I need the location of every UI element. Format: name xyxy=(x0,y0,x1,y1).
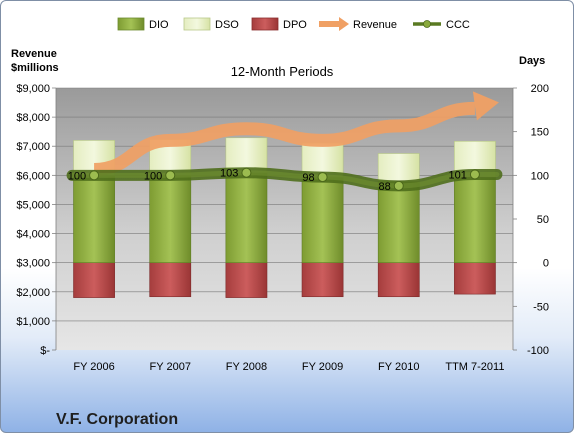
x-axis-labels: FY 2006 FY 2007 FY 2008 FY 2009 FY 2010 TTM 7… xyxy=(73,361,504,373)
left-tick-label: $8,000 xyxy=(16,112,50,124)
right-tick-label: 100 xyxy=(531,170,549,182)
dpo-bar xyxy=(377,262,420,298)
ccc-marker xyxy=(241,167,252,178)
dio-bar xyxy=(149,175,192,263)
dpo-bar xyxy=(225,262,268,298)
left-axis-title-line2: $millions xyxy=(11,62,59,74)
dpo-bar xyxy=(454,262,496,295)
left-tick-label: $3,000 xyxy=(16,258,50,270)
left-tick-label: $4,000 xyxy=(16,229,50,241)
revenue-arrowhead xyxy=(472,91,499,121)
x-axis-label: FY 2008 xyxy=(226,361,267,373)
right-tick-label: 0 xyxy=(543,258,549,270)
left-tick-label: $7,000 xyxy=(16,141,50,153)
dio-bar xyxy=(454,176,496,263)
legend-label-dio: DIO xyxy=(149,19,169,31)
dio-bar xyxy=(301,176,344,263)
right-axis-ticks: -100 -50 0 50 100 150 200 xyxy=(512,83,549,357)
revenue-series xyxy=(93,91,499,177)
x-axis-label: FY 2009 xyxy=(302,361,343,373)
x-axis-label: FY 2010 xyxy=(378,361,419,373)
legend-label-ccc: CCC xyxy=(446,19,470,31)
dpo-bar xyxy=(73,262,115,298)
legend: DIO DSO DPO Revenue CCC xyxy=(117,17,470,31)
dso-bar xyxy=(225,137,268,174)
legend-swatch-dio xyxy=(117,17,145,31)
right-tick-label: 200 xyxy=(531,83,549,95)
dio-bar xyxy=(225,172,268,263)
ccc-marker xyxy=(317,172,328,183)
left-tick-label: $1,000 xyxy=(16,316,50,328)
left-tick-label: $- xyxy=(40,345,50,357)
ccc-line-highlight xyxy=(69,170,500,189)
legend-swatch-revenue xyxy=(319,17,349,31)
ccc-marker xyxy=(165,170,176,181)
dio-bars xyxy=(73,172,496,263)
dio-bar xyxy=(377,181,420,263)
dso-bar xyxy=(377,153,420,182)
chart-title: 12-Month Periods xyxy=(231,64,334,79)
ccc-data-label: 88 xyxy=(379,181,391,193)
dpo-bars xyxy=(73,262,496,298)
legend-label-revenue: Revenue xyxy=(353,19,397,31)
x-axis-label: TTM 7-2011 xyxy=(445,361,504,373)
right-tick-label: -50 xyxy=(533,301,549,313)
company-name: V.F. Corporation xyxy=(56,411,178,428)
legend-swatch-ccc-marker xyxy=(423,20,431,28)
ccc-data-label: 101 xyxy=(449,169,467,181)
plot-area xyxy=(56,88,513,350)
right-tick-label: 150 xyxy=(531,127,549,139)
legend-label-dpo: DPO xyxy=(283,19,307,31)
x-axis-label: FY 2006 xyxy=(73,361,114,373)
ccc-marker xyxy=(469,169,480,180)
left-tick-label: $5,000 xyxy=(16,199,50,211)
ccc-data-label: 100 xyxy=(144,170,162,182)
right-tick-label: -100 xyxy=(527,345,549,357)
x-axis-label: FY 2007 xyxy=(150,361,191,373)
ccc-data-label: 98 xyxy=(302,172,314,184)
left-tick-label: $6,000 xyxy=(16,170,50,182)
ccc-data-labels: 100 100 103 98 88 101 xyxy=(68,168,467,193)
legend-swatch-dso xyxy=(183,17,211,31)
ccc-series xyxy=(66,167,503,192)
left-tick-label: $9,000 xyxy=(16,83,50,95)
legend-label-dso: DSO xyxy=(215,19,239,31)
revenue-line xyxy=(93,101,476,177)
dio-bar xyxy=(73,175,115,263)
right-axis-title: Days xyxy=(519,55,545,67)
legend-swatch-dpo xyxy=(251,17,279,31)
ccc-marker xyxy=(393,180,404,191)
ccc-marker xyxy=(89,170,100,181)
left-tick-label: $2,000 xyxy=(16,287,50,299)
dpo-bar xyxy=(149,262,192,298)
ccc-data-label: 100 xyxy=(68,170,86,182)
left-axis-ticks: $- $1,000 $2,000 $3,000 $4,000 $5,000 $6,000 $7… xyxy=(16,83,57,357)
left-axis-title-line1: Revenue xyxy=(11,48,57,60)
right-tick-label: 50 xyxy=(537,214,549,226)
ccc-data-label: 103 xyxy=(220,168,238,180)
dpo-bar xyxy=(301,262,344,298)
